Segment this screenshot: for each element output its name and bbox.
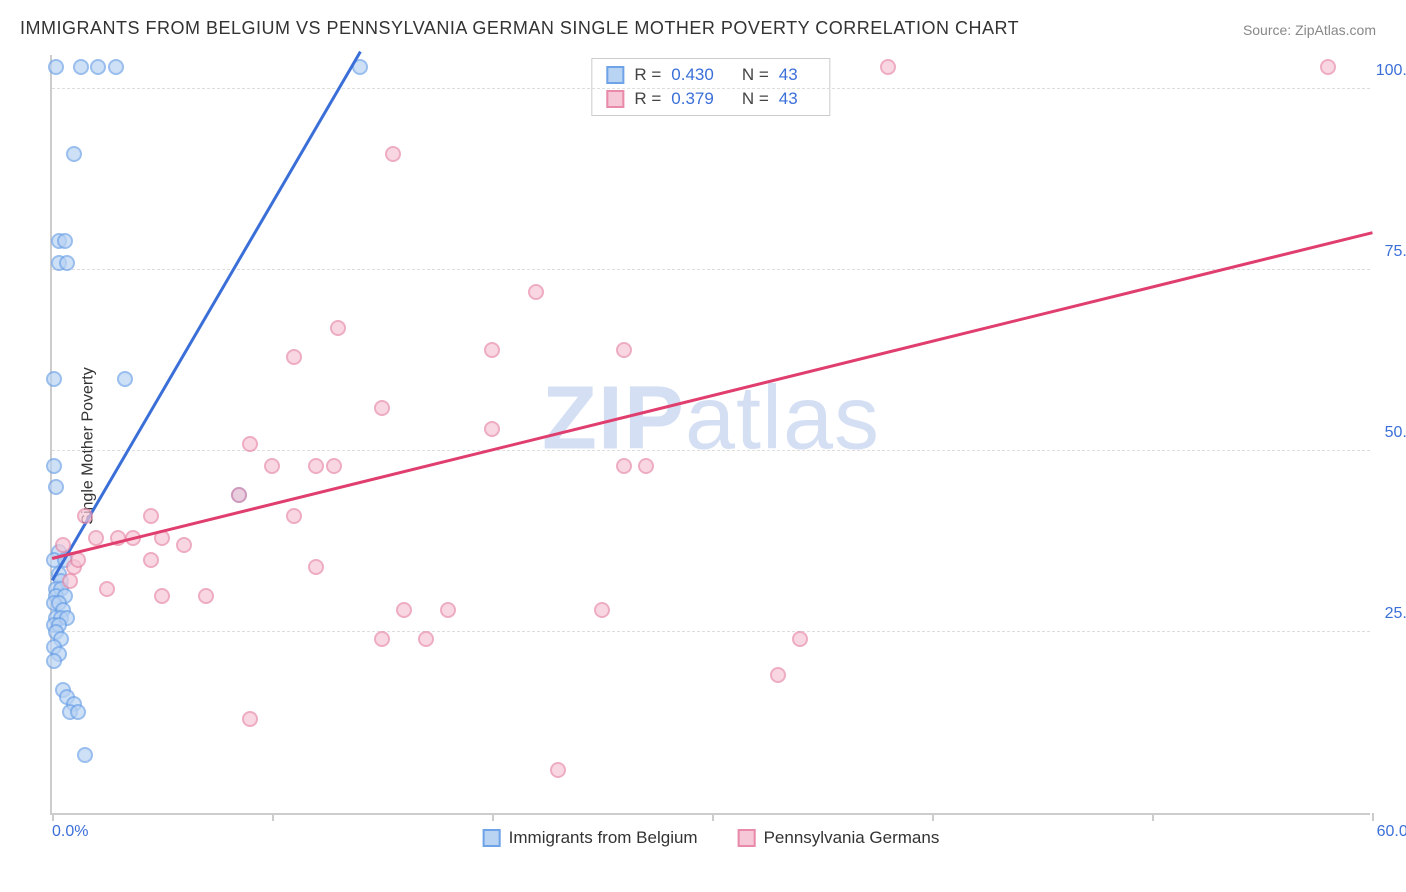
stat-r-label: R = — [634, 89, 661, 109]
gridline — [52, 269, 1370, 270]
data-point — [62, 573, 78, 589]
data-point — [484, 421, 500, 437]
x-tick — [52, 813, 54, 821]
chart-title: IMMIGRANTS FROM BELGIUM VS PENNSYLVANIA … — [20, 18, 1019, 39]
legend-stats-row: R = 0.379 N = 43 — [606, 89, 815, 109]
data-point — [231, 487, 247, 503]
data-point — [77, 508, 93, 524]
gridline — [52, 631, 1370, 632]
legend-stats-row: R = 0.430 N = 43 — [606, 65, 815, 85]
x-tick — [492, 813, 494, 821]
x-tick — [712, 813, 714, 821]
x-tick-label: 60.0% — [1377, 823, 1406, 841]
x-tick — [932, 813, 934, 821]
legend-stats-box: R = 0.430 N = 43 R = 0.379 N = 43 — [591, 58, 830, 116]
data-point — [59, 255, 75, 271]
data-point — [528, 284, 544, 300]
data-point — [308, 559, 324, 575]
stat-r-value: 0.430 — [671, 65, 714, 85]
data-point — [616, 458, 632, 474]
gridline — [52, 88, 1370, 89]
watermark-rest: atlas — [685, 368, 880, 468]
data-point — [66, 146, 82, 162]
data-point — [46, 458, 62, 474]
legend-swatch-icon — [483, 829, 501, 847]
data-point — [70, 704, 86, 720]
stat-n-value: 43 — [779, 65, 798, 85]
legend-swatch-icon — [738, 829, 756, 847]
data-point — [108, 59, 124, 75]
data-point — [638, 458, 654, 474]
plot-area: ZIPatlas R = 0.430 N = 43 R = 0.379 N = … — [50, 55, 1370, 815]
x-tick — [1372, 813, 1374, 821]
data-point — [792, 631, 808, 647]
source-attribution: Source: ZipAtlas.com — [1243, 22, 1376, 38]
data-point — [286, 508, 302, 524]
data-point — [396, 602, 412, 618]
data-point — [550, 762, 566, 778]
legend-series-label: Immigrants from Belgium — [509, 828, 698, 848]
stat-n-value: 43 — [779, 89, 798, 109]
x-tick-label: 0.0% — [52, 823, 88, 841]
data-point — [440, 602, 456, 618]
data-point — [99, 581, 115, 597]
data-point — [264, 458, 280, 474]
data-point — [46, 371, 62, 387]
y-tick-label: 75.0% — [1385, 243, 1406, 261]
data-point — [242, 711, 258, 727]
legend-series-item: Pennsylvania Germans — [738, 828, 940, 848]
data-point — [46, 653, 62, 669]
x-tick — [272, 813, 274, 821]
x-tick — [1152, 813, 1154, 821]
data-point — [143, 552, 159, 568]
data-point — [1320, 59, 1336, 75]
y-tick-label: 100.0% — [1376, 62, 1406, 80]
data-point — [73, 59, 89, 75]
data-point — [330, 320, 346, 336]
data-point — [198, 588, 214, 604]
data-point — [77, 747, 93, 763]
data-point — [880, 59, 896, 75]
stat-n-label: N = — [742, 65, 769, 85]
stat-n-label: N = — [742, 89, 769, 109]
data-point — [308, 458, 324, 474]
data-point — [616, 342, 632, 358]
data-point — [242, 436, 258, 452]
data-point — [143, 508, 159, 524]
trend-line — [51, 51, 361, 581]
legend-series-box: Immigrants from Belgium Pennsylvania Ger… — [483, 828, 940, 848]
legend-swatch-icon — [606, 90, 624, 108]
data-point — [55, 537, 71, 553]
data-point — [176, 537, 192, 553]
data-point — [385, 146, 401, 162]
data-point — [154, 588, 170, 604]
legend-swatch-icon — [606, 66, 624, 84]
data-point — [48, 59, 64, 75]
watermark: ZIPatlas — [542, 367, 880, 470]
legend-series-item: Immigrants from Belgium — [483, 828, 698, 848]
data-point — [374, 400, 390, 416]
data-point — [117, 371, 133, 387]
legend-series-label: Pennsylvania Germans — [764, 828, 940, 848]
stat-r-label: R = — [634, 65, 661, 85]
data-point — [326, 458, 342, 474]
y-tick-label: 50.0% — [1385, 424, 1406, 442]
data-point — [484, 342, 500, 358]
data-point — [594, 602, 610, 618]
data-point — [418, 631, 434, 647]
stat-r-value: 0.379 — [671, 89, 714, 109]
data-point — [57, 233, 73, 249]
data-point — [770, 667, 786, 683]
data-point — [374, 631, 390, 647]
y-tick-label: 25.0% — [1385, 605, 1406, 623]
trend-line — [52, 231, 1373, 559]
data-point — [286, 349, 302, 365]
data-point — [48, 479, 64, 495]
data-point — [90, 59, 106, 75]
